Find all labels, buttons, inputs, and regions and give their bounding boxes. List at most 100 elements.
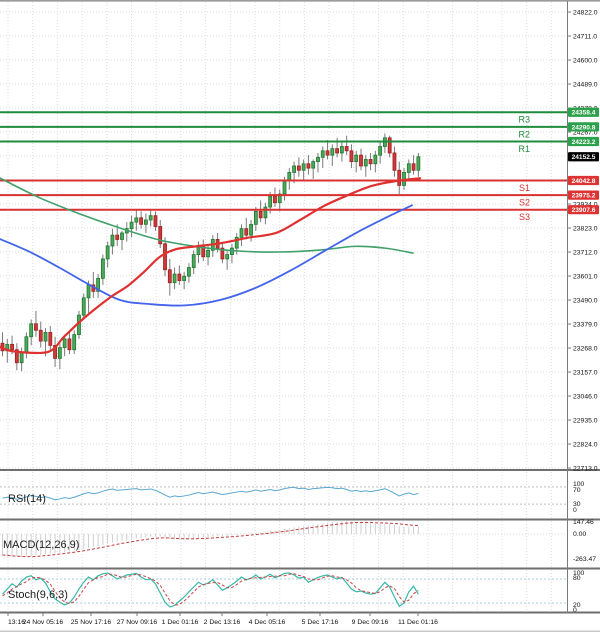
price-badges-layer: 24358.4 R3 24290.8 R2 24223.2 R1 24042.8 S1 2397… [518, 107, 599, 222]
candle-up [43, 332, 48, 342]
candle-up [282, 180, 287, 195]
ma-green-slow [0, 177, 414, 254]
price-tick-label: 23823.0 [573, 225, 598, 232]
time-tick-label: 2 Dec 13:16 [204, 619, 241, 626]
pivot-label-s1: S1 [519, 183, 530, 193]
candle-up [406, 163, 411, 173]
price-tick-label: 24267.0 [573, 129, 598, 136]
stoch-k-line [2, 572, 419, 608]
price-tick-label: 23379.0 [573, 321, 598, 328]
price-tick-label: 22935.0 [573, 417, 598, 424]
candle-up [330, 148, 335, 156]
pivot-label-r2: R2 [518, 129, 530, 139]
svg-text:23907.6: 23907.6 [572, 207, 596, 214]
candle-down [392, 152, 397, 171]
candle-down [139, 217, 144, 225]
price-tick-label: 23268.0 [573, 345, 598, 352]
candle-up [110, 234, 115, 247]
candle-down [387, 137, 392, 154]
candle-up [239, 228, 244, 238]
candle-up [234, 236, 239, 249]
candle-up [100, 258, 105, 279]
pivot-badge-r3 [568, 107, 599, 117]
candle-up [316, 156, 320, 163]
stoch_panel-scale-label: 100 [573, 570, 585, 577]
candle-down [177, 273, 182, 281]
candle-up [72, 334, 77, 351]
price-tick-label: 23157.0 [573, 369, 598, 376]
candle-up [263, 206, 268, 219]
candle-up [311, 161, 316, 169]
candle-up [86, 284, 91, 299]
candle-up [29, 323, 34, 338]
stoch_panel-scale-label: 20 [573, 602, 581, 609]
macd-layer [2, 521, 419, 558]
candle-up [148, 215, 153, 221]
candle-down [14, 349, 19, 364]
candle-up [292, 165, 296, 173]
price-tick-label: 22713.0 [573, 465, 598, 472]
price-tick-label: 23712.0 [573, 249, 598, 256]
svg-text:24358.4: 24358.4 [572, 110, 596, 117]
candle-up [373, 154, 378, 165]
candle-down [34, 323, 38, 331]
candle-down [167, 269, 172, 284]
pivot-label-r1: R1 [518, 144, 530, 154]
pivot-badge-r2 [568, 122, 599, 132]
time-tick-label: 5 Dec 17:16 [302, 619, 339, 626]
candle-up [182, 275, 187, 281]
rsi_panel-scale-label: 100 [573, 481, 585, 488]
svg-text:24152.5: 24152.5 [572, 154, 596, 161]
grid-layer [0, 2, 567, 612]
ma-red-fast [0, 177, 422, 355]
price-tick-label: 24711.0 [573, 33, 597, 40]
pivot-label-r3: R3 [518, 115, 530, 125]
candle-up [191, 254, 196, 268]
pivot-badge-r1 [568, 136, 599, 147]
pivot-lines-layer [0, 111, 567, 211]
candle-down [220, 247, 225, 260]
candle-up [129, 221, 134, 230]
stoch-layer [2, 572, 419, 608]
candle-up [277, 193, 282, 204]
svg-text:24290.8: 24290.8 [572, 124, 596, 131]
macd_panel-scale-label: 0.00 [573, 531, 586, 538]
y-axis-labels: 24822.024711.024600.024489.024378.024267… [567, 9, 598, 614]
candle-down [244, 228, 249, 236]
candle-down [325, 150, 330, 156]
candle-up [416, 156, 421, 171]
candle-up [206, 249, 210, 258]
price-tick-label: 23934.0 [573, 201, 598, 208]
candle-up [105, 245, 110, 260]
candle-up [81, 297, 86, 316]
rsi-line [2, 486, 419, 501]
candle-down [273, 195, 277, 204]
price-tick-label: 24489.0 [573, 81, 598, 88]
candle-up [62, 338, 67, 348]
candle-down [335, 148, 340, 154]
candle-up [301, 163, 306, 171]
candle-up [268, 195, 273, 208]
time-tick-label: 25 Nov 17:16 [71, 619, 112, 626]
candle-up [57, 347, 62, 359]
time-tick-label: 24 Nov 05:16 [23, 619, 64, 626]
svg-text:23975.2: 23975.2 [572, 192, 596, 199]
candle-up [24, 336, 29, 353]
candle-down [411, 163, 416, 171]
time-tick-label: 4 Dec 05:16 [249, 619, 286, 626]
candle-down [306, 163, 311, 169]
price-tick-label: 24600.0 [573, 57, 598, 64]
macd_panel-scale-label: 147.46 [573, 519, 594, 526]
price-tick-label: 23490.0 [573, 297, 598, 304]
candle-down [368, 159, 373, 165]
candle-down [115, 234, 120, 240]
current-price-badge [568, 152, 599, 162]
candle-up [320, 150, 325, 158]
svg-text:24223.2: 24223.2 [572, 139, 596, 146]
macd-indicator-label: MACD(12,26,9) [3, 539, 79, 551]
